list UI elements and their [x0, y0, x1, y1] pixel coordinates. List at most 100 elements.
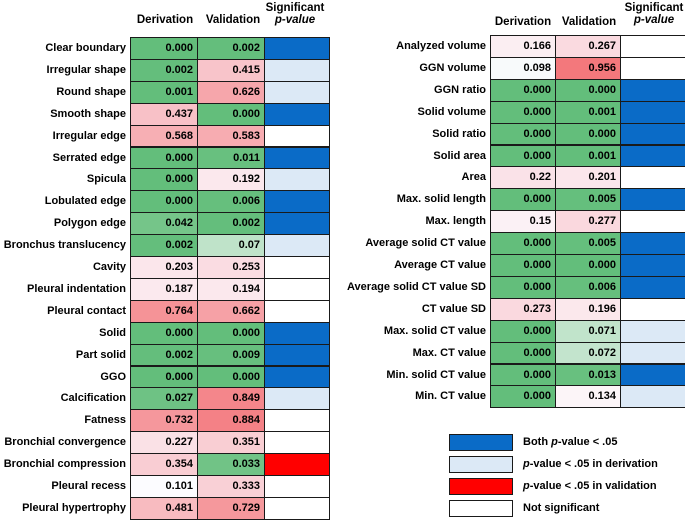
row-label-serrated-edge: Serrated edge [52, 151, 126, 164]
derivation-cell-analyzed-volume: 0.166 [490, 35, 556, 58]
row-label-irregular-edge: Irregular edge [52, 129, 126, 142]
validation-cell-max-length: 0.277 [555, 210, 621, 234]
significance-cell-average-solid-ct-value-sd [620, 275, 685, 299]
legend-text-italic: p [523, 480, 530, 492]
row-label-bronchial-compression: Bronchial compression [3, 458, 126, 471]
significance-cell-analyzed-volume [620, 35, 685, 58]
row-label-max-solid-length: Max. solid length [396, 193, 486, 206]
right-header-significant-line2: p-value [633, 14, 675, 26]
derivation-cell-ggn-volume: 0.098 [490, 56, 556, 80]
derivation-cell-average-solid-ct-value-sd: 0.000 [490, 275, 556, 299]
significance-cell-max-solid-length [620, 188, 685, 212]
derivation-cell-solid-volume: 0.000 [490, 100, 556, 124]
validation-cell-average-solid-ct-value-sd: 0.006 [555, 275, 621, 299]
significance-cell-max-ct-value [620, 341, 685, 365]
row-label-average-ct-value: Average CT value [394, 259, 486, 271]
significance-cell-max-length [620, 210, 685, 234]
row-label-irregular-shape: Irregular shape [46, 63, 126, 76]
left-header-significant-line2: p-value [274, 14, 316, 26]
validation-cell-pleural-contact: 0.662 [197, 299, 265, 323]
legend-text-italic: p [551, 436, 558, 448]
significance-cell-ggn-ratio [620, 78, 685, 102]
derivation-cell-average-ct-value: 0.000 [490, 254, 556, 277]
significance-cell-average-ct-value [620, 254, 685, 277]
derivation-cell-max-ct-value: 0.000 [490, 341, 556, 365]
row-label-clear-boundary: Clear boundary [45, 42, 126, 54]
legend-label-valid_only: p-value < .05 in validation [523, 480, 657, 492]
derivation-cell-part-solid: 0.002 [130, 343, 198, 367]
validation-cell-bronchial-convergence: 0.351 [197, 431, 265, 455]
row-label-max-solid-ct-value: Max. solid CT value [383, 324, 486, 337]
right-header-significant-line1: Significant [624, 2, 684, 14]
right-header-validation: Validation [561, 16, 617, 28]
significance-cell-average-solid-ct-value [620, 232, 685, 255]
derivation-cell-serrated-edge: 0.000 [130, 146, 198, 170]
validation-cell-average-ct-value: 0.000 [555, 254, 621, 277]
row-label-lobulated-edge: Lobulated edge [44, 195, 126, 208]
row-label-pleural-contact: Pleural contact [47, 304, 126, 317]
row-label-ggo: GGO [100, 370, 126, 383]
row-label-round-shape: Round shape [56, 85, 126, 98]
derivation-cell-ct-value-sd: 0.273 [490, 297, 556, 321]
derivation-cell-bronchus-translucency: 0.002 [130, 234, 198, 257]
derivation-cell-cavity: 0.203 [130, 256, 198, 279]
row-label-cavity: Cavity [92, 261, 126, 273]
significance-cell-bronchial-compression [264, 453, 330, 476]
derivation-cell-pleural-hypertrophy: 0.481 [130, 496, 198, 520]
row-label-spicula: Spicula [86, 173, 126, 186]
significance-cell-max-solid-ct-value [620, 319, 685, 343]
validation-cell-bronchial-compression: 0.033 [197, 453, 265, 476]
row-label-bronchial-convergence: Bronchial convergence [4, 436, 126, 449]
legend-swatch-deriv_only [449, 456, 513, 473]
row-label-part-solid: Part solid [75, 348, 126, 361]
row-label-pleural-recess: Pleural recess [51, 480, 126, 492]
derivation-cell-max-solid-length: 0.000 [490, 188, 556, 212]
validation-cell-ggn-volume: 0.956 [555, 56, 621, 80]
derivation-cell-pleural-contact: 0.764 [130, 299, 198, 323]
validation-cell-pleural-indentation: 0.194 [197, 277, 265, 301]
row-label-solid-volume: Solid volume [417, 105, 486, 118]
significance-cell-min-solid-ct-value [620, 363, 685, 387]
legend-label-none: Not significant [523, 502, 599, 514]
significance-cell-solid-area [620, 144, 685, 168]
validation-cell-area: 0.201 [555, 166, 621, 190]
validation-cell-ggn-ratio: 0.000 [555, 78, 621, 102]
row-label-pleural-indentation: Pleural indentation [26, 282, 126, 295]
derivation-cell-max-length: 0.15 [490, 210, 556, 234]
significance-cell-solid-volume [620, 100, 685, 124]
left-header-validation: Validation [205, 14, 261, 26]
legend-text-post: -value < .05 in validation [529, 480, 657, 492]
significance-cell-min-ct-value [620, 385, 685, 409]
validation-cell-min-solid-ct-value: 0.013 [555, 363, 621, 387]
row-label-ggn-ratio: GGN ratio [434, 83, 486, 96]
significance-cell-solid-ratio [620, 122, 685, 146]
legend-text-post: -value < .05 in derivation [529, 458, 658, 470]
derivation-cell-pleural-recess: 0.101 [130, 475, 198, 498]
left-header-significant: Significant p-value [262, 2, 328, 26]
right-header-significant: Significant p-value [622, 2, 685, 26]
row-label-area: Area [461, 171, 486, 184]
row-label-calcification: Calcification [60, 392, 126, 405]
validation-cell-average-solid-ct-value: 0.005 [555, 232, 621, 255]
derivation-cell-solid-area: 0.000 [490, 144, 556, 168]
legend-swatch-none [449, 500, 513, 517]
significance-cell-pleural-recess [264, 475, 330, 498]
derivation-cell-solid-ratio: 0.000 [490, 122, 556, 146]
validation-cell-analyzed-volume: 0.267 [555, 35, 621, 58]
validation-cell-pleural-hypertrophy: 0.729 [197, 496, 265, 520]
legend-text-pre: Both [523, 436, 552, 448]
validation-cell-max-solid-length: 0.005 [555, 188, 621, 212]
significance-cell-ct-value-sd [620, 297, 685, 321]
legend-label-deriv_only: p-value < .05 in derivation [523, 458, 658, 470]
legend-swatch-valid_only [449, 478, 513, 495]
derivation-cell-area: 0.22 [490, 166, 556, 190]
row-label-bronchus-translucency: Bronchus translucency [3, 239, 126, 252]
derivation-cell-bronchial-compression: 0.354 [130, 453, 198, 476]
validation-cell-ggo: 0.000 [197, 365, 265, 389]
validation-cell-serrated-edge: 0.011 [197, 146, 265, 170]
row-label-solid-area: Solid area [433, 149, 486, 162]
row-label-polygon-edge: Polygon edge [53, 217, 126, 230]
derivation-cell-min-ct-value: 0.000 [490, 385, 556, 409]
validation-cell-spicula: 0.192 [197, 168, 265, 192]
legend-text-italic: p [523, 458, 530, 470]
